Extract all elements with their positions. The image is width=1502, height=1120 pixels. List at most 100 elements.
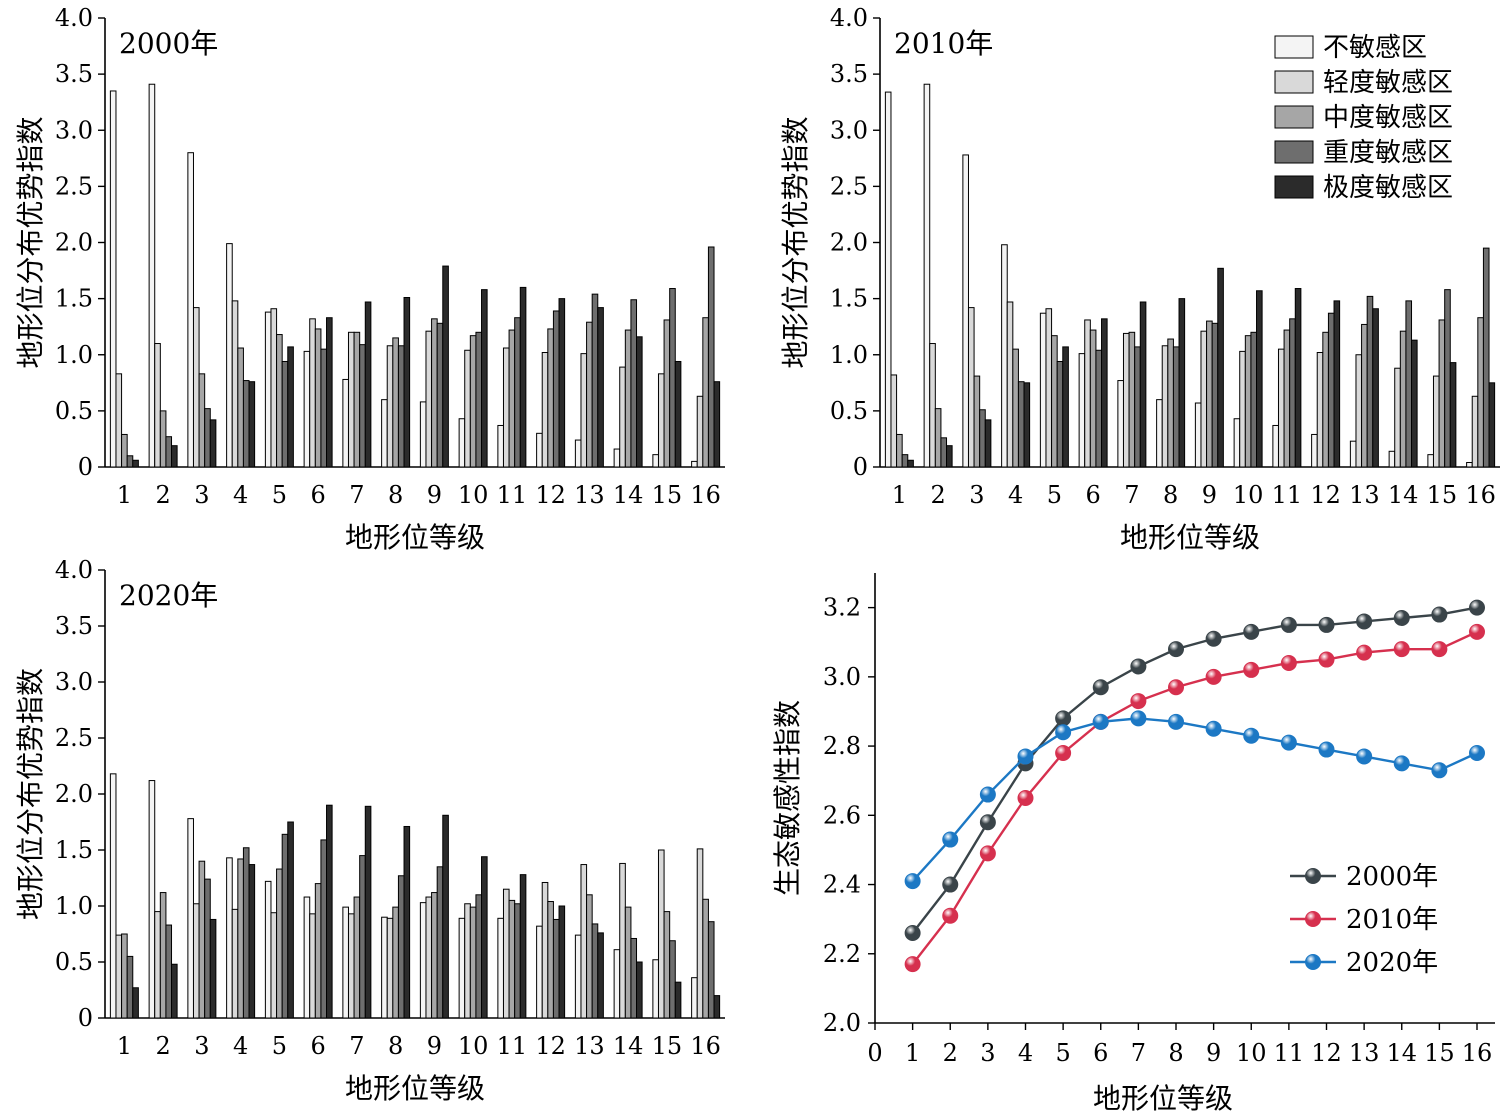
bar-15-series-2 xyxy=(657,849,665,1019)
y-tick-label: 3.2 xyxy=(823,594,861,622)
x-tick-label: 4 xyxy=(233,1032,248,1060)
x-tick-label: 4 xyxy=(1018,1039,1033,1067)
bar-7-series-4 xyxy=(1134,346,1141,468)
bar-5-series-4 xyxy=(281,360,289,468)
bar-8-series-2 xyxy=(386,917,394,1019)
y-tick-label: 0 xyxy=(853,453,868,481)
bar-8-series-5 xyxy=(1178,298,1186,468)
data-point-3-15 xyxy=(1431,762,1448,779)
y-tick-label: 0 xyxy=(78,453,93,481)
bar-6-series-5 xyxy=(326,804,333,1019)
bar-9-series-2 xyxy=(425,896,433,1019)
bar-3-series-3 xyxy=(198,373,206,468)
bar-3-series-4 xyxy=(204,408,211,468)
bar-8-series-3 xyxy=(392,906,399,1019)
data-point-3-7 xyxy=(1130,710,1147,727)
legend-swatch xyxy=(1274,35,1314,59)
bar-4-series-2 xyxy=(1006,301,1014,468)
legend-label: 2000年 xyxy=(1346,862,1438,892)
bar-14-series-5 xyxy=(636,961,643,1019)
y-tick-label: 0.5 xyxy=(55,397,93,425)
bar-12-series-2 xyxy=(1316,352,1324,468)
bar-5-series-5 xyxy=(1062,346,1069,468)
bar-16-series-3 xyxy=(1477,317,1484,468)
y-tick-label: 3.0 xyxy=(55,668,93,696)
bar-14-series-1 xyxy=(1388,450,1396,468)
y-tick-label: 2.0 xyxy=(55,780,93,808)
bar-1-series-4 xyxy=(901,454,909,468)
bar-15-series-4 xyxy=(669,288,676,468)
data-point-3-12 xyxy=(1318,741,1335,758)
bar-13-series-3 xyxy=(586,894,593,1019)
bar-13-series-2 xyxy=(1355,354,1363,468)
x-tick-label: 15 xyxy=(1424,1039,1455,1067)
bar-9-series-2 xyxy=(425,330,433,468)
bar-7-series-4 xyxy=(359,344,366,468)
y-tick-label: 1.0 xyxy=(55,341,93,369)
bar-3-series-2 xyxy=(192,903,200,1019)
x-tick-label: 1 xyxy=(905,1039,920,1067)
x-tick-label: 8 xyxy=(388,481,403,509)
bar-16-series-1 xyxy=(1466,462,1473,468)
bar-7-series-2 xyxy=(1122,332,1130,468)
x-tick-label: 12 xyxy=(535,481,566,509)
x-tick-label: 12 xyxy=(1310,481,1341,509)
series-line-2 xyxy=(911,630,1478,965)
bar-12-series-3 xyxy=(547,901,554,1019)
bar-5-series-3 xyxy=(276,868,283,1019)
bar-6-series-2 xyxy=(309,318,316,468)
bar-12-series-5 xyxy=(558,905,566,1019)
bar-11-series-2 xyxy=(1277,348,1285,468)
bar-8-series-2 xyxy=(386,345,394,468)
bar-7-series-3 xyxy=(353,331,361,468)
bar-14-series-2 xyxy=(619,862,626,1019)
bar-14-series-3 xyxy=(624,906,632,1019)
bar-11-series-1 xyxy=(497,917,504,1019)
series-line-3 xyxy=(911,717,1478,882)
data-point-1-9 xyxy=(1205,630,1222,647)
x-tick-label: 16 xyxy=(1465,481,1496,509)
x-tick-label: 6 xyxy=(1085,481,1100,509)
x-tick-label: 10 xyxy=(1236,1039,1267,1067)
x-tick-label: 6 xyxy=(310,481,325,509)
x-tick-label: 7 xyxy=(349,1032,364,1060)
y-tick-label: 2.0 xyxy=(55,229,93,257)
bar-15-series-5 xyxy=(674,981,682,1019)
bar-13-series-5 xyxy=(597,932,604,1019)
y-tick-label: 3.0 xyxy=(823,663,861,691)
data-point-2-5 xyxy=(1055,745,1072,761)
y-tick-label: 2.0 xyxy=(830,229,868,257)
bar-15-series-4 xyxy=(669,940,676,1019)
x-axis-title: 地形位等级 xyxy=(345,1072,485,1105)
bar-6-series-3 xyxy=(1089,329,1097,468)
legend-label: 2020年 xyxy=(1346,948,1438,978)
bar-9-series-1 xyxy=(419,401,427,468)
bar-13-series-3 xyxy=(586,321,593,468)
bar-11-series-4 xyxy=(1289,318,1296,468)
x-tick-label: 7 xyxy=(349,481,364,509)
bar-16-series-2 xyxy=(696,848,704,1019)
bar-4-series-3 xyxy=(237,858,244,1019)
x-tick-label: 2 xyxy=(155,481,170,509)
x-tick-label: 6 xyxy=(1093,1039,1108,1067)
bar-15-series-5 xyxy=(674,360,682,468)
bar-5-series-5 xyxy=(287,346,294,468)
bar-8-series-1 xyxy=(1156,399,1163,468)
bar-2-series-4 xyxy=(165,924,173,1019)
x-tick-label: 2 xyxy=(155,1032,170,1060)
y-axis-title: 地形位分布优势指数 xyxy=(779,116,812,368)
bar-16-series-3 xyxy=(702,898,709,1019)
bar-2-series-3 xyxy=(159,892,167,1019)
x-tick-label: 1 xyxy=(117,1032,132,1060)
bar-16-series-1 xyxy=(691,460,698,468)
bar-13-series-1 xyxy=(1349,440,1357,468)
bar-6-series-4 xyxy=(1095,349,1103,468)
bar-chart-2000: 00.51.01.52.02.53.03.54.01 2 3 4 5 6 7 8 9 10 11 12… xyxy=(14,4,725,554)
bar-6-series-5 xyxy=(326,317,333,468)
x-tick-label: 8 xyxy=(1168,1039,1183,1067)
data-point-2-11 xyxy=(1280,655,1297,671)
bar-1-series-3 xyxy=(121,433,128,468)
legend-swatch xyxy=(1274,70,1314,94)
bar-6-series-1 xyxy=(303,350,311,468)
data-point-2-9 xyxy=(1205,668,1222,685)
